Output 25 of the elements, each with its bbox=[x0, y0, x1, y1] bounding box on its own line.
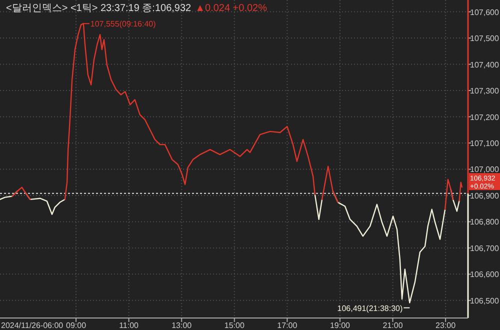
x-tick-label: 11:00 bbox=[119, 321, 140, 330]
x-tick-label: 15:00 bbox=[224, 321, 245, 330]
y-tick-label: 107,000 bbox=[470, 165, 500, 174]
y-tick-label: 107,200 bbox=[470, 112, 500, 122]
y-tick-label: 107,400 bbox=[470, 60, 500, 70]
x-tick-label: 09:00 bbox=[66, 321, 87, 330]
x-tick-label: 21:00 bbox=[382, 321, 404, 330]
y-tick-label: 106,600 bbox=[470, 270, 500, 280]
y-tick-label: 106,700 bbox=[470, 244, 500, 253]
x-tick-label: 13:00 bbox=[172, 321, 192, 330]
y-tick-label: 107,600 bbox=[470, 8, 500, 17]
y-tick-label: 106,900 bbox=[470, 191, 500, 200]
y-tick-label: 107,100 bbox=[470, 138, 500, 148]
y-tick-label: 107,500 bbox=[470, 34, 500, 44]
chart-title: <달러인덱스> <1틱> 23:37:19 종:106,932 bbox=[6, 3, 192, 14]
x-tick-label: 17:00 bbox=[277, 321, 298, 330]
y-tick-label: 106,800 bbox=[470, 218, 500, 227]
text: 2024/11/26-06:00 bbox=[1, 321, 64, 330]
y-tick-label: 106,500 bbox=[470, 296, 500, 306]
y-tick-label: 107,300 bbox=[470, 86, 500, 96]
x-tick-label: 19:00 bbox=[330, 321, 351, 330]
x-tick-label: 23:00 bbox=[436, 321, 456, 330]
annotation: 107,555(09:16:40) bbox=[90, 20, 156, 29]
annotation: 106,491(21:38:30) bbox=[337, 304, 403, 313]
chart-subtitle: ▲0.024 +0.02% bbox=[195, 3, 268, 14]
